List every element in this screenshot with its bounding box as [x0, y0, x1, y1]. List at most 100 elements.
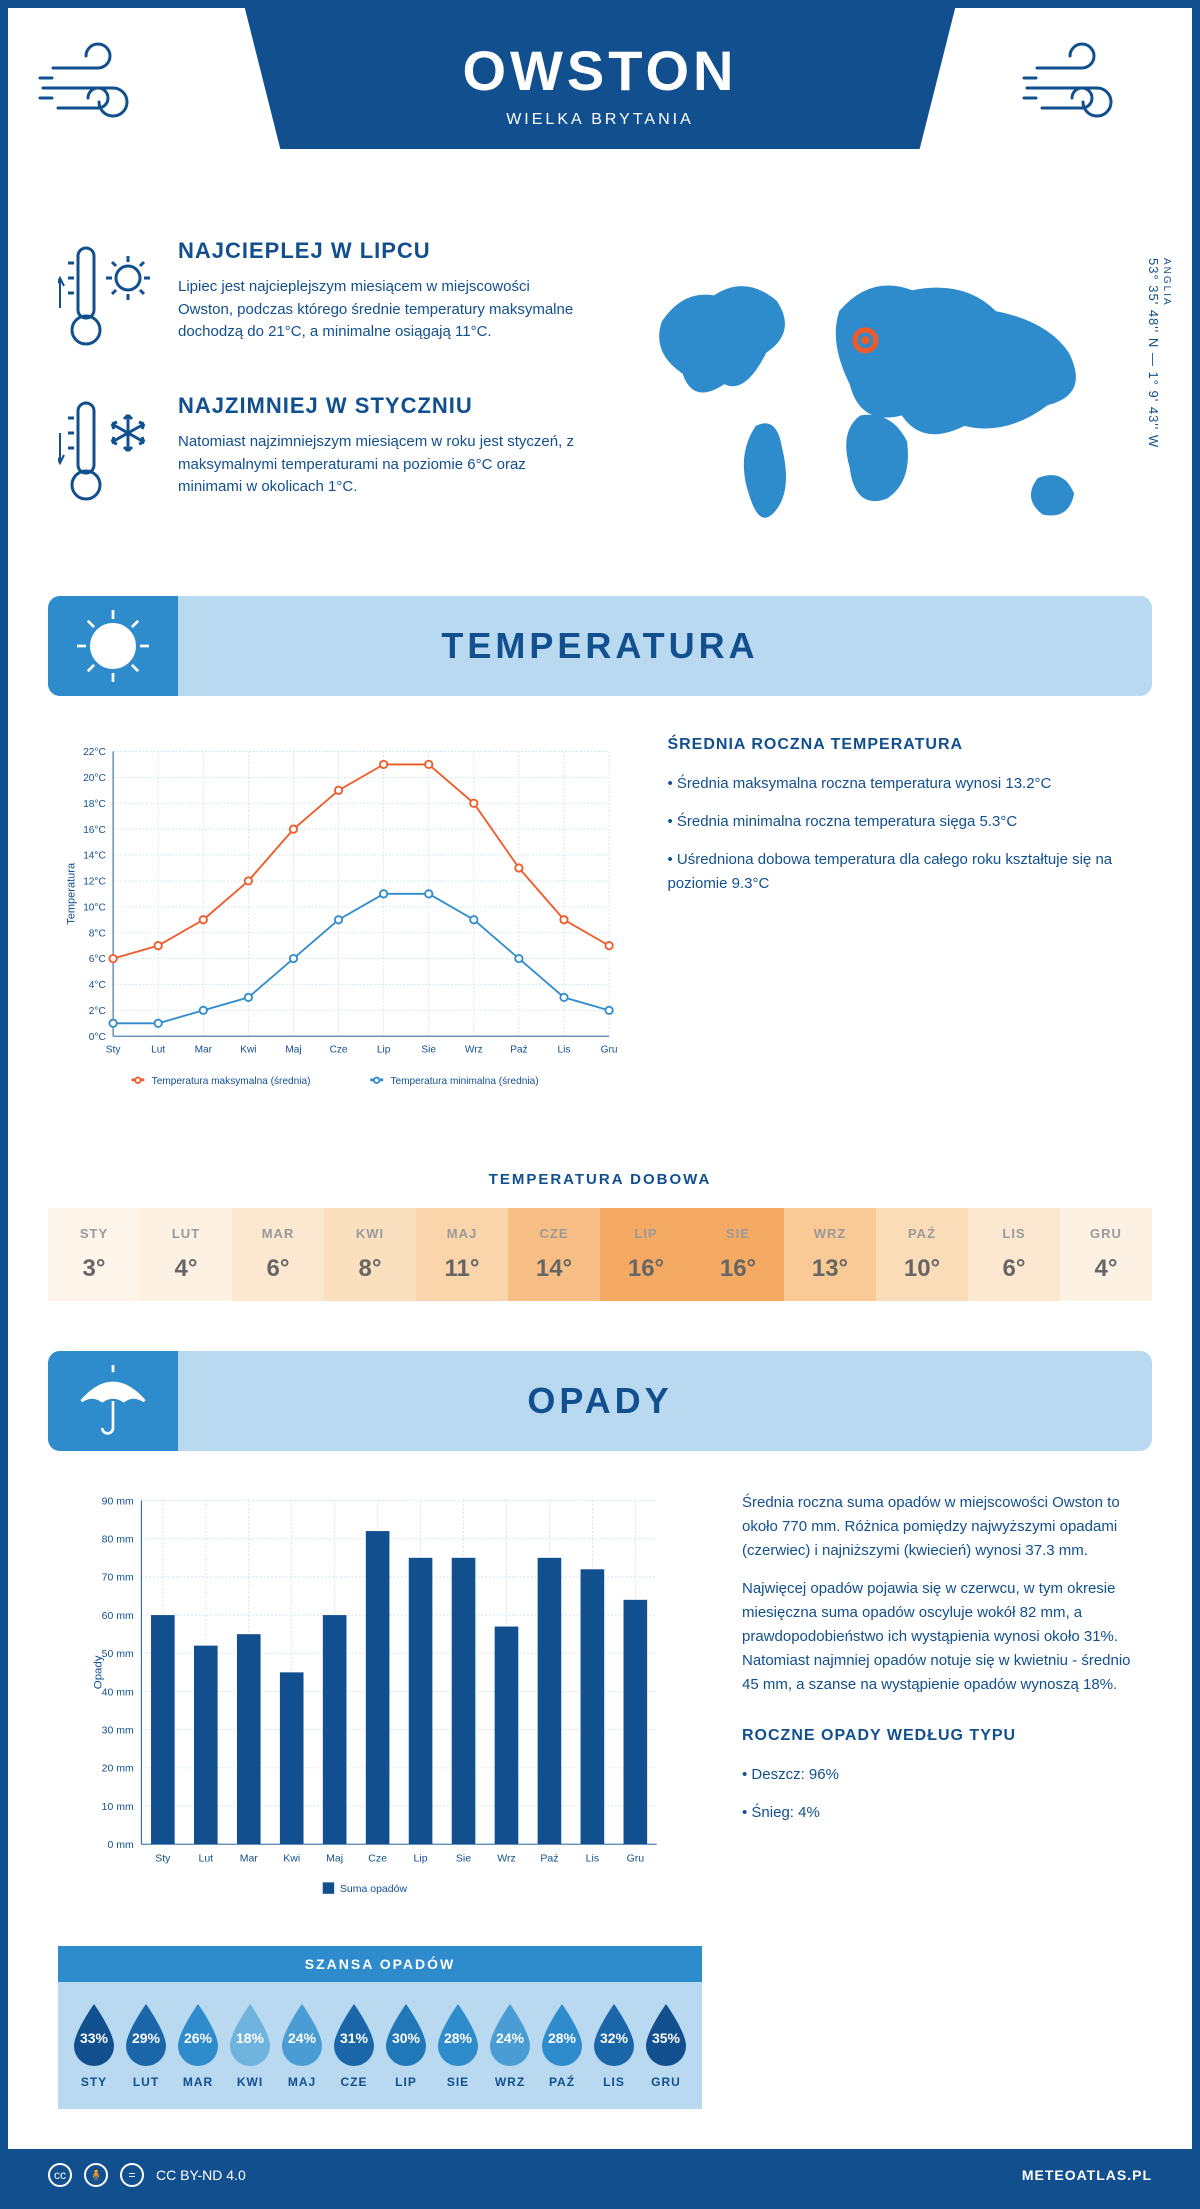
rain-chance-value: 29%: [132, 2030, 160, 2046]
temp-value: 4°: [1060, 1255, 1152, 1283]
avg-bullet: • Średnia maksymalna roczna temperatura …: [667, 772, 1142, 796]
svg-text:10 mm: 10 mm: [102, 1801, 134, 1813]
svg-text:4°C: 4°C: [89, 980, 106, 991]
svg-text:50 mm: 50 mm: [102, 1648, 134, 1660]
month-label: MAR: [172, 2075, 224, 2089]
svg-text:Temperatura minimalna (średnia: Temperatura minimalna (średnia): [390, 1076, 538, 1087]
title-banner: OWSTON WIELKA BRYTANIA: [245, 8, 955, 149]
svg-text:Kwi: Kwi: [240, 1045, 256, 1056]
month-label: WRZ: [784, 1226, 876, 1241]
month-label: MAR: [232, 1226, 324, 1241]
svg-text:Mar: Mar: [240, 1853, 259, 1865]
svg-text:8°C: 8°C: [89, 929, 106, 940]
coords-value: 53° 35' 48'' N — 1° 9' 43'' W: [1146, 258, 1161, 448]
city-name: OWSTON: [245, 38, 955, 103]
svg-text:Sie: Sie: [421, 1045, 436, 1056]
month-label: LIP: [600, 1226, 692, 1241]
precip-text: Średnia roczna suma opadów w miejscowośc…: [742, 1491, 1142, 2109]
month-label: MAJ: [416, 1226, 508, 1241]
svg-text:Temperatura: Temperatura: [66, 862, 78, 925]
daily-temp-cell: LUT4°: [140, 1208, 232, 1301]
temp-value: 11°: [416, 1255, 508, 1283]
rain-chance-title: SZANSA OPADÓW: [58, 1946, 702, 1982]
svg-text:80 mm: 80 mm: [102, 1534, 134, 1546]
daily-temp-cell: STY3°: [48, 1208, 140, 1301]
daily-temp-cell: MAR6°: [232, 1208, 324, 1301]
svg-text:Cze: Cze: [330, 1045, 348, 1056]
svg-text:Lip: Lip: [414, 1853, 428, 1865]
month-label: PAŹ: [876, 1226, 968, 1241]
month-label: LIP: [380, 2075, 432, 2089]
svg-text:Mar: Mar: [195, 1045, 213, 1056]
temp-value: 13°: [784, 1255, 876, 1283]
month-label: STY: [68, 2075, 120, 2089]
svg-text:Sie: Sie: [456, 1853, 471, 1865]
wind-icon: [1022, 38, 1162, 138]
svg-text:Temperatura maksymalna (średni: Temperatura maksymalna (średnia): [152, 1076, 311, 1087]
svg-text:0 mm: 0 mm: [107, 1839, 134, 1851]
rain-chance-value: 28%: [548, 2030, 576, 2046]
precip-para: Najwięcej opadów pojawia się w czerwcu, …: [742, 1577, 1142, 1697]
month-label: SIE: [432, 2075, 484, 2089]
svg-text:16°C: 16°C: [83, 825, 106, 836]
nd-icon: =: [120, 2163, 144, 2187]
raindrop-icon: 28%: [432, 2002, 484, 2067]
umbrella-icon: [48, 1351, 178, 1451]
cc-icon: cc: [48, 2163, 72, 2187]
month-label: CZE: [508, 1226, 600, 1241]
daily-temp-cell: SIE16°: [692, 1208, 784, 1301]
precip-type-line: • Deszcz: 96%: [742, 1763, 1142, 1787]
rain-chance-value: 26%: [184, 2030, 212, 2046]
rain-chance-value: 24%: [496, 2030, 524, 2046]
precip-content: 0 mm10 mm20 mm30 mm40 mm50 mm60 mm70 mm8…: [8, 1451, 1192, 2149]
rain-chance-value: 32%: [600, 2030, 628, 2046]
month-label: SIE: [692, 1226, 784, 1241]
map-column: ANGLIA 53° 35' 48'' N — 1° 9' 43'' W: [620, 238, 1142, 556]
page: OWSTON WIELKA BRYTANIA: [0, 0, 1200, 2209]
raindrop-icon: 35%: [640, 2002, 692, 2067]
fact-text: NAJZIMNIEJ W STYCZNIU Natomiast najzimni…: [178, 393, 580, 518]
rain-chance-cell: 29% LUT: [120, 2002, 172, 2089]
svg-text:Paź: Paź: [540, 1853, 558, 1865]
svg-text:30 mm: 30 mm: [102, 1725, 134, 1737]
svg-text:40 mm: 40 mm: [102, 1686, 134, 1698]
header: OWSTON WIELKA BRYTANIA: [8, 8, 1192, 208]
svg-text:10°C: 10°C: [83, 903, 106, 914]
rain-chance-cell: 30% LIP: [380, 2002, 432, 2089]
svg-text:2°C: 2°C: [89, 1006, 106, 1017]
raindrop-icon: 33%: [68, 2002, 120, 2067]
month-label: GRU: [1060, 1226, 1152, 1241]
world-map: [620, 238, 1142, 556]
rain-chance-cell: 18% KWI: [224, 2002, 276, 2089]
svg-text:Gru: Gru: [627, 1853, 645, 1865]
site-name: METEOATLAS.PL: [1022, 2167, 1152, 2183]
daily-temp-cell: LIS6°: [968, 1208, 1060, 1301]
rain-chance-table: SZANSA OPADÓW 33% STY 29% LUT 26% MAR 18…: [58, 1946, 702, 2109]
fact-title: NAJCIEPLEJ W LIPCU: [178, 238, 580, 264]
rain-chance-value: 30%: [392, 2030, 420, 2046]
coordinates: ANGLIA 53° 35' 48'' N — 1° 9' 43'' W: [1146, 258, 1172, 448]
thermometer-hot-icon: [58, 238, 158, 363]
svg-text:22°C: 22°C: [83, 747, 106, 758]
svg-text:Opady: Opady: [92, 1655, 104, 1689]
svg-text:Gru: Gru: [601, 1045, 618, 1056]
svg-text:12°C: 12°C: [83, 877, 106, 888]
month-label: KWI: [324, 1226, 416, 1241]
facts-column: NAJCIEPLEJ W LIPCU Lipiec jest najcieple…: [58, 238, 580, 556]
temp-averages: ŚREDNIA ROCZNA TEMPERATURA • Średnia mak…: [667, 736, 1142, 1121]
svg-text:20 mm: 20 mm: [102, 1763, 134, 1775]
raindrop-icon: 30%: [380, 2002, 432, 2067]
daily-temp-cell: GRU 4°: [1060, 1208, 1152, 1301]
svg-text:Paź: Paź: [510, 1045, 527, 1056]
rain-chance-cell: 32% LIS: [588, 2002, 640, 2089]
thermometer-cold-icon: [58, 393, 158, 518]
rain-chance-value: 35%: [652, 2030, 680, 2046]
svg-text:Wrz: Wrz: [497, 1853, 515, 1865]
temp-chart: 0°C2°C4°C6°C8°C10°C12°C14°C16°C18°C20°C2…: [58, 736, 627, 1121]
footer: cc 🧍 = CC BY-ND 4.0 METEOATLAS.PL: [8, 2149, 1192, 2201]
raindrop-icon: 28%: [536, 2002, 588, 2067]
fact-text: NAJCIEPLEJ W LIPCU Lipiec jest najcieple…: [178, 238, 580, 363]
precip-para: Średnia roczna suma opadów w miejscowośc…: [742, 1491, 1142, 1563]
wind-icon: [38, 38, 178, 138]
svg-text:Lis: Lis: [586, 1853, 599, 1865]
